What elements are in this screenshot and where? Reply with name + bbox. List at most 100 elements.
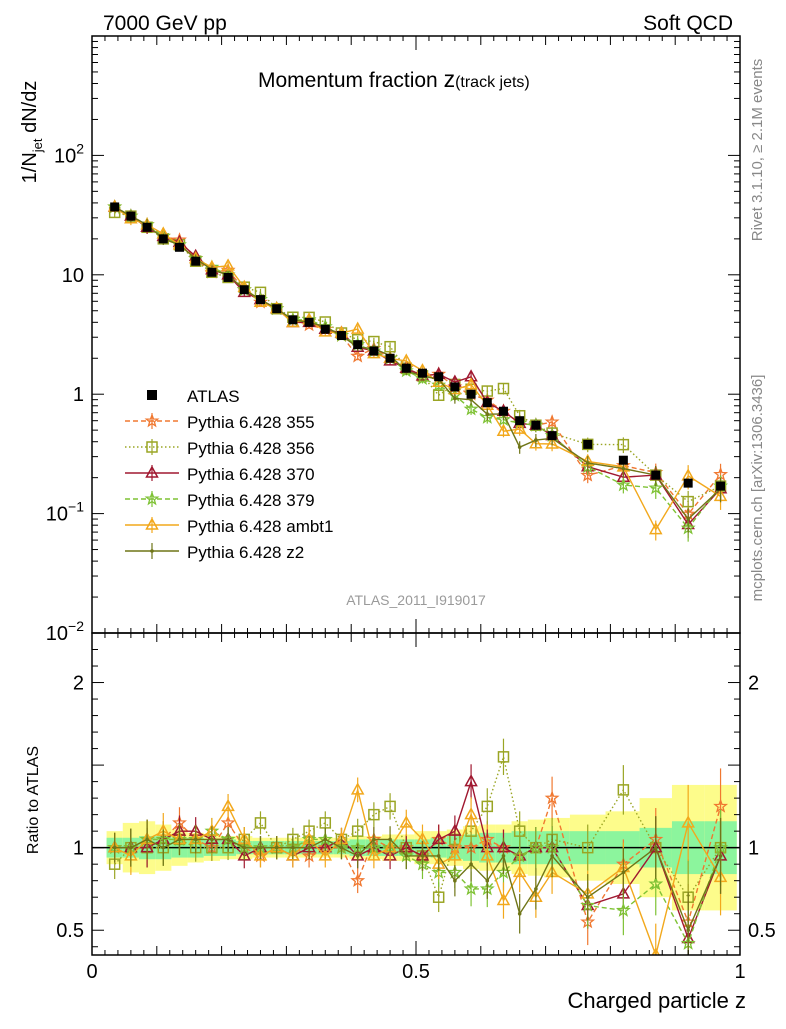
ratio-point — [177, 837, 182, 842]
legend-label: Pythia 6.428 ambt1 — [187, 517, 333, 536]
atlas-point — [288, 315, 298, 325]
ratio-series-layer — [107, 738, 729, 955]
main-point — [469, 397, 473, 402]
main-point — [615, 477, 631, 492]
ratio-point — [718, 854, 723, 858]
legend-item-1: Pythia 6.428 356 — [125, 439, 315, 458]
ratio-point — [318, 848, 333, 861]
main-y-tick-label: 10−2 — [46, 618, 84, 645]
main-y-tick-label: 1 — [73, 384, 84, 406]
ratio-point — [496, 892, 511, 906]
atlas-point — [583, 439, 593, 449]
main-point — [485, 412, 490, 416]
ratio-point — [497, 751, 510, 763]
ratio-series-5 — [112, 816, 723, 955]
ratio-point — [367, 848, 381, 861]
atlas-point — [223, 272, 233, 282]
ratio-point — [399, 815, 414, 828]
ratio-y-tick-label-right: 1 — [748, 838, 759, 860]
atlas-point — [618, 455, 628, 465]
main-point — [544, 414, 560, 429]
legend-label: Pythia 6.428 z2 — [187, 543, 304, 562]
mcplots-reference-label: mcplots.cern.ch [arXiv:1306.3436] — [749, 375, 766, 602]
atlas-point — [466, 389, 476, 399]
ratio-point — [621, 870, 626, 875]
ratio-panel-frame — [91, 632, 741, 956]
main-point — [464, 377, 478, 390]
main-point — [581, 438, 594, 451]
main-point — [545, 436, 559, 449]
atlas-point — [651, 470, 661, 480]
ratio-point — [501, 854, 506, 858]
atlas-point — [531, 420, 541, 430]
ratio-point — [384, 800, 396, 813]
ratio-point — [274, 845, 279, 850]
atlas-point — [434, 372, 444, 382]
ratio-y-axis-label: Ratio to ATLAS — [25, 746, 42, 854]
ratio-point — [291, 845, 295, 850]
main-point — [497, 382, 510, 395]
main-series-line — [114, 211, 721, 503]
atlas-point — [126, 211, 136, 221]
ratio-y-tick-label: 2 — [73, 673, 84, 695]
legend-label: Pythia 6.428 379 — [187, 491, 315, 510]
atlas-point — [515, 416, 525, 426]
ratio-uncertainty-bands — [92, 784, 740, 911]
ratio-point — [420, 854, 425, 858]
ratio-point — [368, 808, 380, 821]
main-point — [496, 423, 511, 436]
atlas-point — [320, 324, 330, 334]
atlas-point — [498, 406, 508, 416]
ratio-point — [648, 876, 664, 891]
atlas-point — [272, 304, 282, 314]
ratio-point — [448, 823, 462, 836]
main-y-tick-label: 102 — [54, 140, 84, 167]
ratio-point — [221, 798, 235, 812]
legend-marker — [145, 465, 159, 478]
main-point — [432, 389, 445, 401]
main-point — [350, 321, 365, 334]
x-tick-label: 1 — [734, 961, 745, 983]
ratio-point — [651, 947, 660, 955]
ratio-point — [653, 845, 658, 850]
main-y-tick-label: 10 — [62, 265, 84, 287]
ratio-y-tick-label: 1 — [73, 838, 84, 860]
ratio-point — [372, 837, 376, 842]
ratio-point — [388, 837, 392, 842]
atlas-data-points — [110, 202, 726, 491]
ratio-point — [585, 895, 590, 900]
ratio-point — [550, 854, 554, 858]
atlas-point — [336, 331, 346, 341]
legend-marker — [146, 441, 158, 453]
x-tick-label: 0 — [86, 961, 97, 983]
legend: ATLAS Pythia 6.428 355 Pythia 6.428 356 Pyt… — [125, 387, 333, 562]
main-point — [221, 258, 235, 271]
ratio-point — [226, 837, 230, 842]
main-point — [648, 522, 663, 535]
x-tick-label: 0.5 — [402, 961, 430, 983]
main-point — [648, 480, 664, 495]
legend-item-3: Pythia 6.428 379 — [125, 491, 315, 510]
ratio-y-tick-label-right: 2 — [748, 673, 759, 695]
legend-item-2: Pythia 6.428 370 — [125, 465, 315, 484]
atlas-point — [353, 340, 363, 350]
ratio-point — [534, 887, 538, 891]
ratio-point — [254, 817, 267, 829]
atlas-point — [158, 234, 168, 244]
ratio-point — [286, 848, 300, 861]
ratio-point — [469, 862, 473, 866]
main-point — [682, 495, 694, 508]
atlas-point — [174, 242, 184, 252]
atlas-point — [450, 382, 460, 392]
ratio-point — [210, 837, 214, 842]
ratio-point — [404, 854, 409, 858]
ratio-point — [581, 841, 594, 854]
ratio-point — [480, 848, 495, 861]
atlas-point — [239, 285, 249, 295]
ratio-point — [464, 774, 478, 787]
ratio-point — [193, 837, 198, 842]
legend-marker — [147, 390, 157, 400]
legend-marker — [145, 517, 159, 530]
